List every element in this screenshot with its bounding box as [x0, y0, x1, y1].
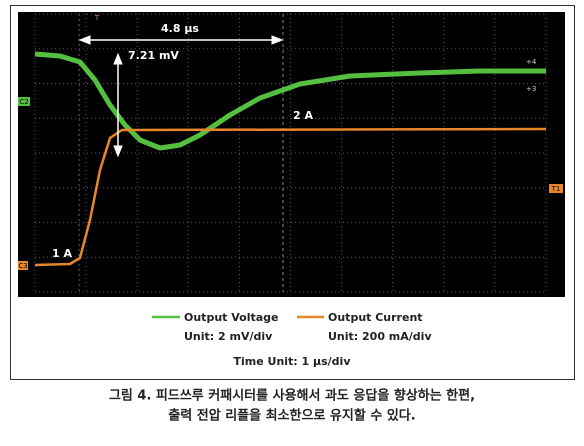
- voltage-trace: [34, 51, 546, 151]
- ch2-marker: C2: [19, 98, 28, 106]
- ch2-marker-bg: [18, 97, 30, 106]
- legend-name: Output Voltage: [184, 311, 279, 324]
- legend-unit: Unit: 2 mV/div: [184, 330, 273, 343]
- trigger-marker: T: [94, 14, 100, 22]
- trigger-level: T1: [551, 185, 561, 193]
- current-trace: [34, 127, 547, 267]
- caption-line: 그림 4. 피드쓰루 커패시터를 사용해서 과도 응답을 향상하는 한편,: [109, 388, 475, 404]
- high-current: 2 A: [293, 109, 313, 122]
- legend-unit: Unit: 200 mA/div: [328, 330, 432, 343]
- cursor-3: +3: [526, 85, 536, 93]
- voltage-dip: 7.21 mV: [128, 49, 179, 62]
- trigger-level-bg: [549, 184, 563, 193]
- annotation-arrows: [78, 35, 284, 158]
- low-current: 1 A: [52, 247, 72, 260]
- scope-screen: [18, 12, 565, 297]
- ch3-marker: C3: [18, 262, 27, 270]
- legend-name: Output Current: [328, 311, 423, 324]
- time-unit: Time Unit: 1 μs/div: [233, 355, 351, 368]
- time-span: 4.8 μs: [161, 22, 199, 35]
- ch3-marker-bg: [18, 261, 28, 270]
- caption-line: 출력 전압 리플을 최소한으로 유지할 수 있다.: [168, 408, 415, 424]
- cursor-4: +4: [526, 58, 537, 66]
